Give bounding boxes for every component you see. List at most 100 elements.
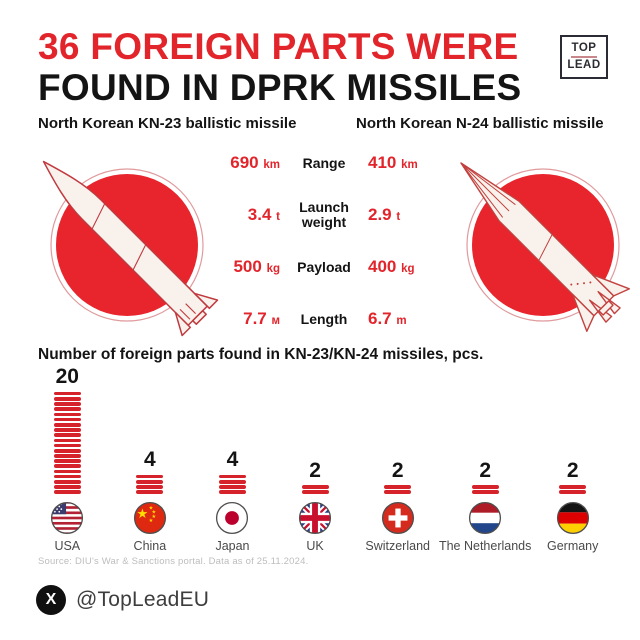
- bar-segment: [136, 485, 164, 489]
- stat-value-n24: 410 km: [368, 153, 418, 172]
- page-title-line1: 36 FOREIGN PARTS WERE: [38, 26, 519, 67]
- kn23-title: North Korean KN-23 ballistic missile: [38, 115, 297, 132]
- chart-column: 2 UK: [274, 374, 357, 553]
- stat-value-kn23: 7.7 м: [243, 309, 280, 328]
- bar-segment: [136, 490, 164, 494]
- stat-label: Launch weight: [299, 199, 349, 230]
- bar-segment: [53, 397, 81, 401]
- stat-label: Payload: [297, 258, 351, 275]
- toplead-logo: TOP LEAD: [560, 35, 608, 79]
- bar-segment: [218, 490, 246, 494]
- bar-segment: [136, 474, 164, 479]
- bar-segment: [53, 490, 81, 494]
- flag-usa-icon: [51, 501, 84, 535]
- flag-uk-icon: [299, 501, 332, 535]
- bar-segment: [559, 490, 587, 494]
- flag-china-wrap: ★ ★ ★ ★ ★: [133, 501, 167, 535]
- bar-segment: [384, 490, 412, 494]
- bar-value-label: 2: [391, 458, 404, 482]
- bar-segment: [53, 422, 81, 427]
- stat-value-kn23: 690 km: [230, 153, 280, 172]
- country-label: USA: [54, 539, 81, 553]
- source-note: Source: DIU's War & Sanctions portal. Da…: [38, 556, 309, 567]
- country-label: China: [133, 539, 167, 553]
- bar-segment: [53, 448, 81, 453]
- bar-segments: [53, 390, 81, 494]
- flag-uk-wrap: [298, 501, 332, 535]
- bar-segment: [301, 485, 329, 489]
- x-logo-icon: X: [36, 585, 66, 615]
- stat-label: Length: [300, 310, 348, 327]
- bar-segment: [53, 474, 81, 479]
- chart-column: 20 USA: [26, 366, 109, 553]
- bar-segment: [53, 428, 81, 432]
- flag-switzerland-icon: [381, 501, 414, 535]
- bar-segment: [301, 490, 329, 494]
- country-label: UK: [306, 539, 324, 553]
- bar-segment: [53, 454, 81, 458]
- page-title-line2: FOUND IN DPRK MISSILES: [38, 67, 522, 108]
- svg-text:★: ★: [149, 506, 154, 512]
- bar-segments: [471, 484, 499, 494]
- chart-title: Number of foreign parts found in KN-23/K…: [38, 346, 484, 363]
- bar-segment: [218, 485, 246, 489]
- flag-japan-icon: [216, 501, 249, 535]
- flag-usa-wrap: [50, 501, 84, 535]
- stat-value-n24: 6.7 m: [368, 309, 407, 328]
- flag-germany-wrap: [556, 501, 590, 535]
- toplead-logo-bottom: LEAD: [567, 59, 601, 72]
- flag-china-icon: ★ ★ ★ ★ ★: [133, 501, 166, 535]
- bar-segment: [53, 391, 81, 396]
- bar-segment: [53, 417, 81, 422]
- toplead-logo-top: TOP: [571, 41, 597, 54]
- bar-segment: [559, 485, 587, 489]
- bar-segments: [136, 473, 164, 494]
- n24-missile-illustration: [460, 162, 630, 332]
- missile-stats: 690 km Range 410 km 3.4 t Launch weight 2.9 t…: [206, 137, 450, 345]
- svg-text:★: ★: [151, 514, 156, 520]
- flag-japan-wrap: [215, 501, 249, 535]
- footer: X @TopLeadEU: [36, 585, 209, 615]
- bar-segment: [53, 412, 81, 417]
- bar-segment: [53, 480, 81, 484]
- stat-value-kn23: 500 kg: [233, 257, 280, 276]
- n24-title: North Korean N-24 ballistic missile: [356, 115, 604, 132]
- country-label: Japan: [215, 539, 250, 553]
- bar-value-label: 4: [226, 448, 239, 472]
- svg-text:★: ★: [151, 509, 156, 515]
- bar-segment: [384, 485, 412, 489]
- chart-column: 2 Switzerland: [356, 374, 439, 553]
- bar-segment: [136, 480, 164, 484]
- bar-segment: [53, 443, 81, 448]
- bar-segment: [53, 402, 81, 406]
- svg-text:★: ★: [149, 518, 154, 524]
- stat-value-kn23: 3.4 t: [247, 205, 280, 224]
- chart-column: 4 ★ ★ ★ ★ ★ China: [109, 374, 192, 553]
- bar-segments: [218, 473, 246, 494]
- stat-value-n24: 2.9 t: [368, 205, 401, 224]
- kn23-missile-illustration: [42, 160, 219, 337]
- chart-column: 2 The Netherlands: [439, 374, 531, 553]
- bar-segments: [559, 484, 587, 494]
- social-handle: @TopLeadEU: [76, 588, 210, 611]
- bar-segment: [53, 438, 81, 443]
- toplead-logo-divider: [571, 56, 597, 58]
- bar-value-label: 2: [309, 458, 321, 482]
- bar-value-label: 2: [479, 458, 492, 482]
- bar-segments: [301, 484, 329, 494]
- chart-columns: 20 USA 4 ★ ★ ★ ★: [26, 366, 614, 553]
- bar-value-label: 20: [55, 365, 79, 389]
- bar-segment: [53, 459, 81, 463]
- header: 36 FOREIGN PARTS WERE FOUND IN DPRK MISS…: [38, 26, 608, 108]
- country-label: The Netherlands: [438, 539, 532, 553]
- chart-column: 2 Germany: [531, 374, 614, 553]
- country-label: Switzerland: [365, 539, 430, 553]
- flag-netherlands-wrap: [468, 501, 502, 535]
- bar-value-label: 4: [144, 448, 156, 472]
- flag-germany-icon: [556, 501, 589, 535]
- stat-value-n24: 400 kg: [368, 257, 415, 276]
- chart-column: 4 Japan: [191, 374, 274, 553]
- bar-segment: [53, 433, 81, 437]
- svg-text:★: ★: [136, 507, 148, 522]
